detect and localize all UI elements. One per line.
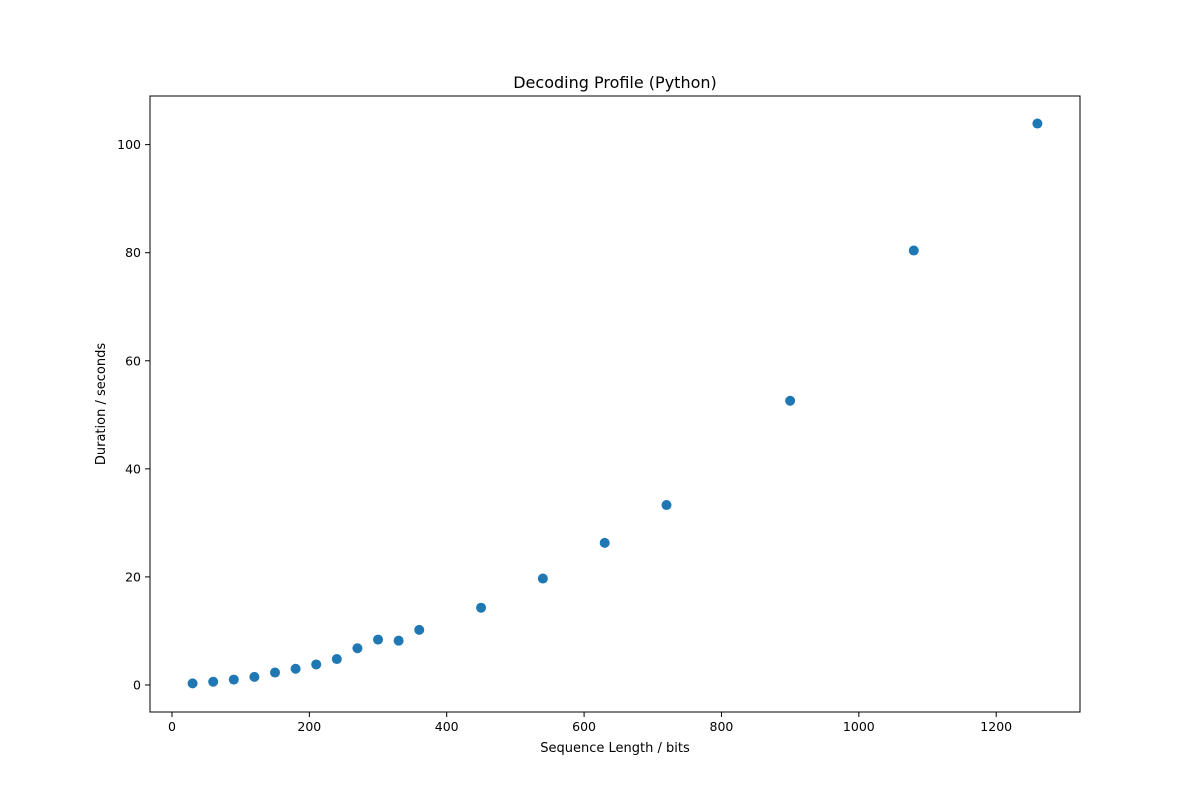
data-point xyxy=(537,573,548,584)
y-tick-label: 60 xyxy=(125,353,141,368)
x-tick-label: 1000 xyxy=(843,719,875,734)
y-axis-label: Duration / seconds xyxy=(94,343,109,465)
plot-area-frame xyxy=(149,95,1081,713)
x-tick-label: 400 xyxy=(435,719,459,734)
y-tick-label: 80 xyxy=(125,245,141,260)
y-tick-label: 20 xyxy=(125,569,141,584)
data-point xyxy=(249,671,260,682)
data-point xyxy=(476,602,487,613)
x-axis-label: Sequence Length / bits xyxy=(540,741,690,756)
data-points xyxy=(187,118,1043,689)
x-tick-label: 1200 xyxy=(980,719,1012,734)
data-point xyxy=(311,659,322,670)
y-tick-label: 40 xyxy=(125,461,141,476)
data-point xyxy=(187,678,198,689)
x-tick-label: 600 xyxy=(572,719,596,734)
data-point xyxy=(785,395,796,406)
data-point xyxy=(373,634,384,645)
data-point xyxy=(228,674,239,685)
data-point xyxy=(599,537,610,548)
data-point xyxy=(270,667,281,678)
data-point xyxy=(661,500,672,511)
data-point xyxy=(208,676,219,687)
data-point xyxy=(1032,118,1043,129)
data-point xyxy=(414,624,425,635)
data-point xyxy=(908,245,919,256)
x-tick-label: 0 xyxy=(168,719,176,734)
chart-title: Decoding Profile (Python) xyxy=(513,73,717,92)
x-axis-ticks: 0 200 400 600 800 1000 1200 xyxy=(168,712,1012,734)
x-tick-label: 200 xyxy=(297,719,321,734)
data-point xyxy=(393,635,404,646)
data-point xyxy=(331,654,342,665)
y-tick-label: 0 xyxy=(133,677,141,692)
y-tick-label: 100 xyxy=(117,137,141,152)
data-point xyxy=(290,663,301,674)
x-tick-label: 800 xyxy=(710,719,734,734)
data-point xyxy=(352,643,363,654)
y-axis-ticks: 0 20 40 60 80 100 xyxy=(117,137,150,692)
